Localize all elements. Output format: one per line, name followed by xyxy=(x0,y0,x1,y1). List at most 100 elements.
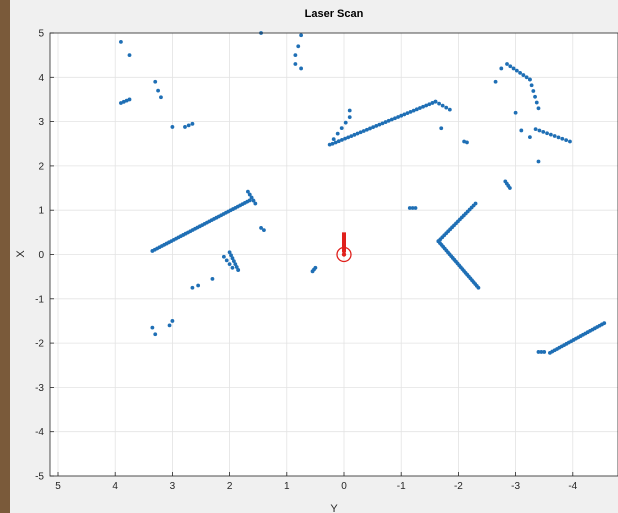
scan-point xyxy=(536,159,541,164)
scan-point xyxy=(196,283,201,288)
scan-point xyxy=(539,350,544,354)
scan-point xyxy=(293,53,298,58)
scan-point xyxy=(159,95,163,100)
scan-point xyxy=(343,136,347,141)
y-tick-label: 0 xyxy=(38,250,44,261)
y-axis-label: X xyxy=(15,250,27,258)
scan-point xyxy=(402,112,407,117)
scan-point xyxy=(462,139,467,144)
x-tick-label: 2 xyxy=(227,481,233,492)
axis-ticks: 5 4 3 2 1 0 -1 -2 -3 -4 5 4 3 2 1 0 -1 -2 -3 -4 -5 xyxy=(35,29,578,493)
scan-point xyxy=(418,106,422,110)
scan-point xyxy=(299,66,303,71)
scan-point xyxy=(227,262,232,266)
scan-point xyxy=(534,100,539,105)
scan-point xyxy=(533,127,538,132)
figure-window: 5 4 3 2 1 0 -1 -2 -3 -4 5 4 3 2 1 0 -1 -2 -3 -4 -5 Laser Sca… xyxy=(10,0,618,513)
scan-point xyxy=(507,186,512,190)
scan-point xyxy=(536,350,541,354)
scan-point xyxy=(465,140,469,145)
scan-point xyxy=(371,125,376,130)
scan-point xyxy=(253,201,258,206)
scan-point xyxy=(533,94,537,99)
scan-point xyxy=(327,142,332,147)
scan-point xyxy=(518,70,522,75)
scan-point xyxy=(221,254,226,259)
y-tick-label: 1 xyxy=(38,206,44,217)
scan-point xyxy=(127,97,132,102)
scan-point xyxy=(368,126,372,131)
x-tick-label: -1 xyxy=(397,481,406,492)
scan-point xyxy=(167,323,172,328)
scan-point xyxy=(296,44,301,49)
scan-point xyxy=(347,115,352,120)
scan-point xyxy=(293,62,298,66)
scan-point xyxy=(247,192,252,197)
scan-point xyxy=(170,125,175,129)
scan-point xyxy=(227,250,232,255)
y-tick-label: -5 xyxy=(35,472,44,483)
scan-point xyxy=(340,138,344,142)
scan-point xyxy=(542,350,547,354)
x-tick-label: 0 xyxy=(341,481,347,492)
scan-point xyxy=(335,131,340,136)
scan-point xyxy=(514,68,519,73)
scan-point xyxy=(560,136,565,141)
scan-point xyxy=(230,256,235,261)
scan-point xyxy=(358,130,363,135)
scan-point xyxy=(405,111,410,116)
scan-point xyxy=(548,132,553,137)
scan-point xyxy=(377,122,382,127)
scan-point xyxy=(233,262,238,266)
scan-point xyxy=(346,135,351,140)
y-tick-label: 3 xyxy=(38,117,44,128)
scan-point xyxy=(262,228,266,233)
scan-point xyxy=(349,134,354,138)
scan-point xyxy=(521,73,526,77)
scan-point xyxy=(564,138,569,143)
scan-point xyxy=(499,66,504,71)
scan-point xyxy=(343,120,348,125)
scan-point xyxy=(447,107,452,112)
scan-point xyxy=(568,139,572,144)
scan-point xyxy=(430,101,435,105)
x-tick-label: -2 xyxy=(454,481,463,492)
scan-point xyxy=(396,115,400,119)
scan-point xyxy=(407,206,412,210)
scan-point xyxy=(476,285,481,290)
scan-point xyxy=(210,276,215,281)
x-tick-label: -3 xyxy=(511,481,520,492)
scan-point xyxy=(411,108,416,113)
scan-point xyxy=(399,113,404,118)
scan-point xyxy=(531,89,536,93)
y-tick-label: 4 xyxy=(38,73,44,84)
scan-point xyxy=(230,265,235,270)
scan-point xyxy=(231,259,236,264)
scan-point xyxy=(310,269,315,274)
scan-point xyxy=(602,321,607,326)
scan-point xyxy=(413,206,418,210)
scan-point xyxy=(519,128,524,133)
scan-point xyxy=(408,109,413,114)
scan-point xyxy=(119,101,123,105)
scan-point xyxy=(150,325,155,330)
scan-point xyxy=(511,66,516,71)
scan-point xyxy=(552,134,557,138)
scan-point xyxy=(355,131,360,136)
scan-point xyxy=(190,121,195,126)
scan-point xyxy=(528,77,532,82)
x-tick-label: 3 xyxy=(170,481,176,492)
x-axis-label: Y xyxy=(330,503,338,513)
scan-point xyxy=(383,120,388,124)
scan-point xyxy=(439,126,444,131)
scan-point xyxy=(440,103,445,108)
scan-point xyxy=(330,141,335,146)
scan-point xyxy=(352,132,357,137)
scan-point xyxy=(229,253,233,258)
scan-point xyxy=(414,107,419,112)
scan-point xyxy=(127,53,132,58)
scan-point xyxy=(556,135,561,140)
scan-point xyxy=(153,79,158,84)
chart-title: Laser Scan xyxy=(305,8,364,20)
scan-point xyxy=(299,33,303,38)
